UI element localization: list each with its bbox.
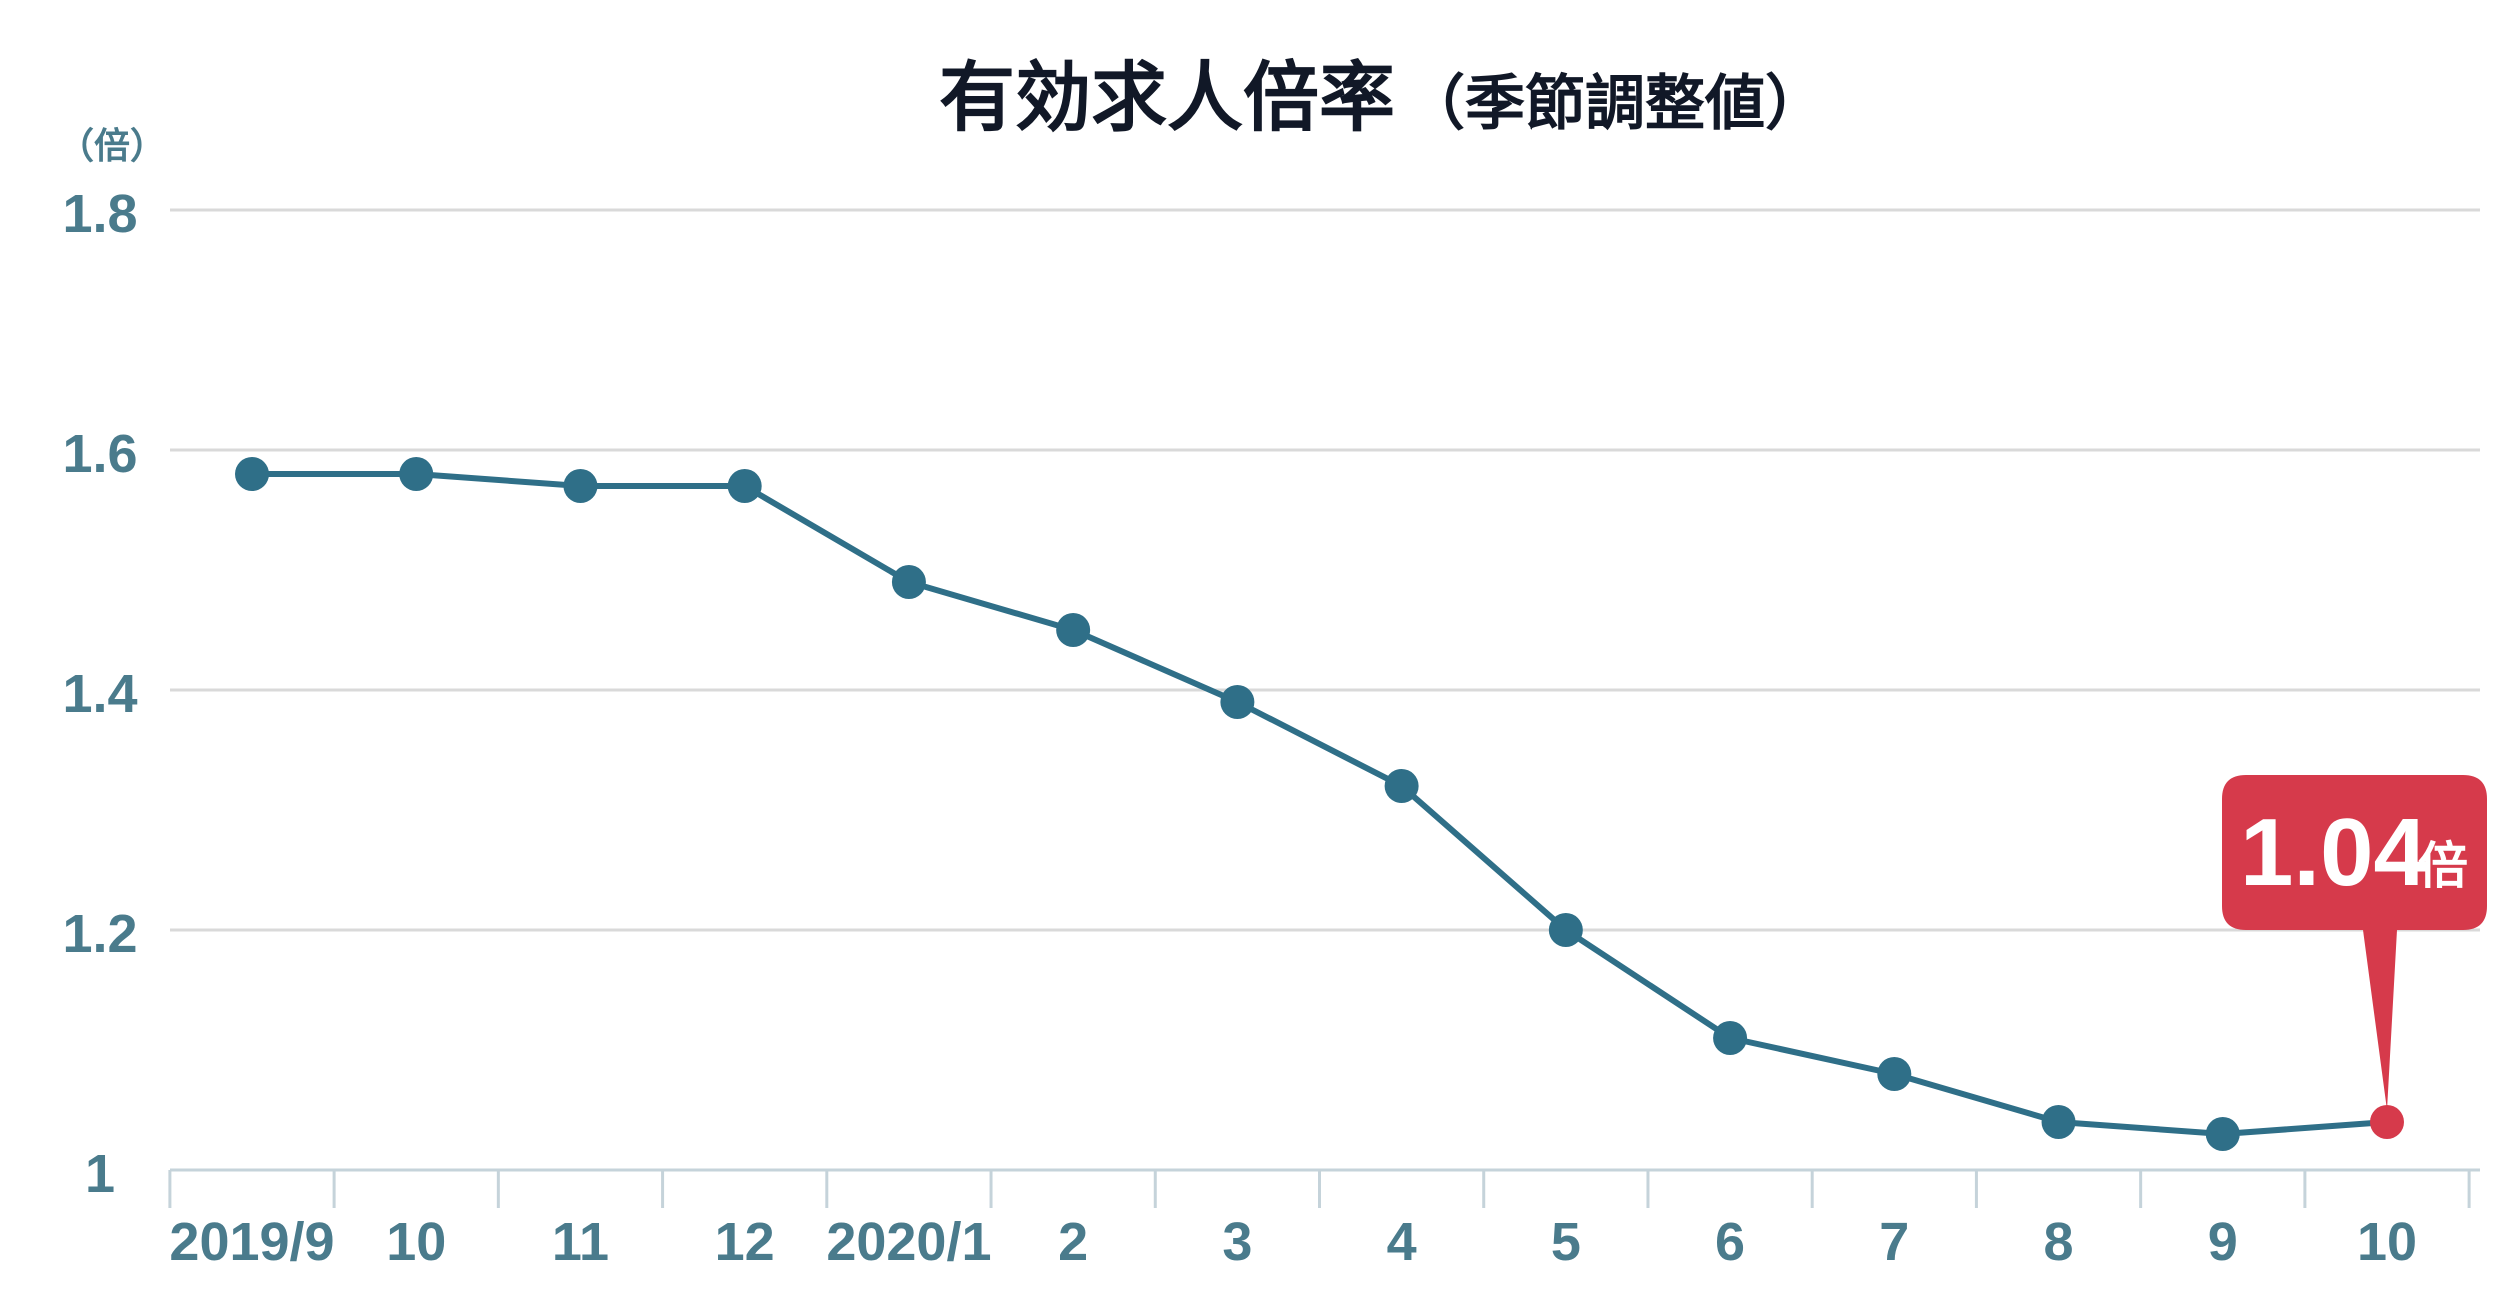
y-axis-unit-label: （倍）: [58, 126, 166, 167]
data-point: [2041, 1105, 2076, 1139]
x-tick-label: 2: [1058, 1212, 1088, 1272]
y-tick-label: 1.2: [62, 904, 137, 964]
y-tick-label: 1.6: [62, 424, 137, 484]
x-tick-label: 9: [2208, 1212, 2238, 1272]
x-tick-label: 10: [2357, 1212, 2417, 1272]
data-point: [563, 469, 598, 503]
x-tick-label: 2020/1: [826, 1212, 991, 1272]
x-axis-ticks: 2019/9 10 11 12 2020/1 2 3 4 5 6 7 8 9 10: [169, 1212, 2417, 1272]
x-tick-label: 10: [386, 1212, 446, 1272]
x-tick-label: 2019/9: [169, 1212, 334, 1272]
chart-title-group: 有効求人倍率 （季節調整値）: [939, 53, 1825, 142]
chart-subtitle: （季節調整値）: [1405, 69, 1825, 139]
x-tick-label: 4: [1387, 1212, 1417, 1272]
x-tick-label: 12: [715, 1212, 775, 1272]
grid-lines: [170, 208, 2480, 932]
x-tick-label: 5: [1551, 1212, 1581, 1272]
callout-bubble: [2222, 775, 2487, 1110]
x-tick-label: 7: [1879, 1212, 1909, 1272]
x-tick-label: 6: [1715, 1212, 1745, 1272]
data-point: [1384, 769, 1419, 803]
data-point: [1713, 1021, 1748, 1055]
callout-unit: 倍: [2418, 837, 2468, 895]
y-tick-label: 1.4: [62, 664, 137, 724]
x-axis: [168, 1168, 2480, 1208]
data-point: [2205, 1117, 2240, 1151]
data-point: [1877, 1057, 1912, 1091]
highlight-point: [2370, 1105, 2404, 1139]
data-point: [399, 457, 434, 491]
x-tick-label: 11: [552, 1212, 609, 1272]
series-line: [249, 471, 2390, 1137]
data-point: [1220, 685, 1255, 719]
y-tick-label: 1: [85, 1144, 115, 1204]
highlight-callout: 1.04 倍: [2222, 775, 2487, 1110]
callout-value: 1.04: [2240, 799, 2427, 906]
data-point: [891, 565, 926, 599]
data-points: [235, 457, 2404, 1151]
y-axis-ticks: 1 1.2 1.4 1.6 1.8: [62, 184, 137, 1204]
data-point: [235, 457, 269, 491]
x-tick-label: 3: [1222, 1212, 1252, 1272]
y-tick-label: 1.8: [62, 184, 137, 244]
chart-title: 有効求人倍率: [939, 53, 1395, 142]
x-tick-label: 8: [2044, 1212, 2074, 1272]
data-point: [727, 469, 762, 503]
data-point: [1056, 613, 1091, 647]
data-point: [1548, 913, 1583, 947]
